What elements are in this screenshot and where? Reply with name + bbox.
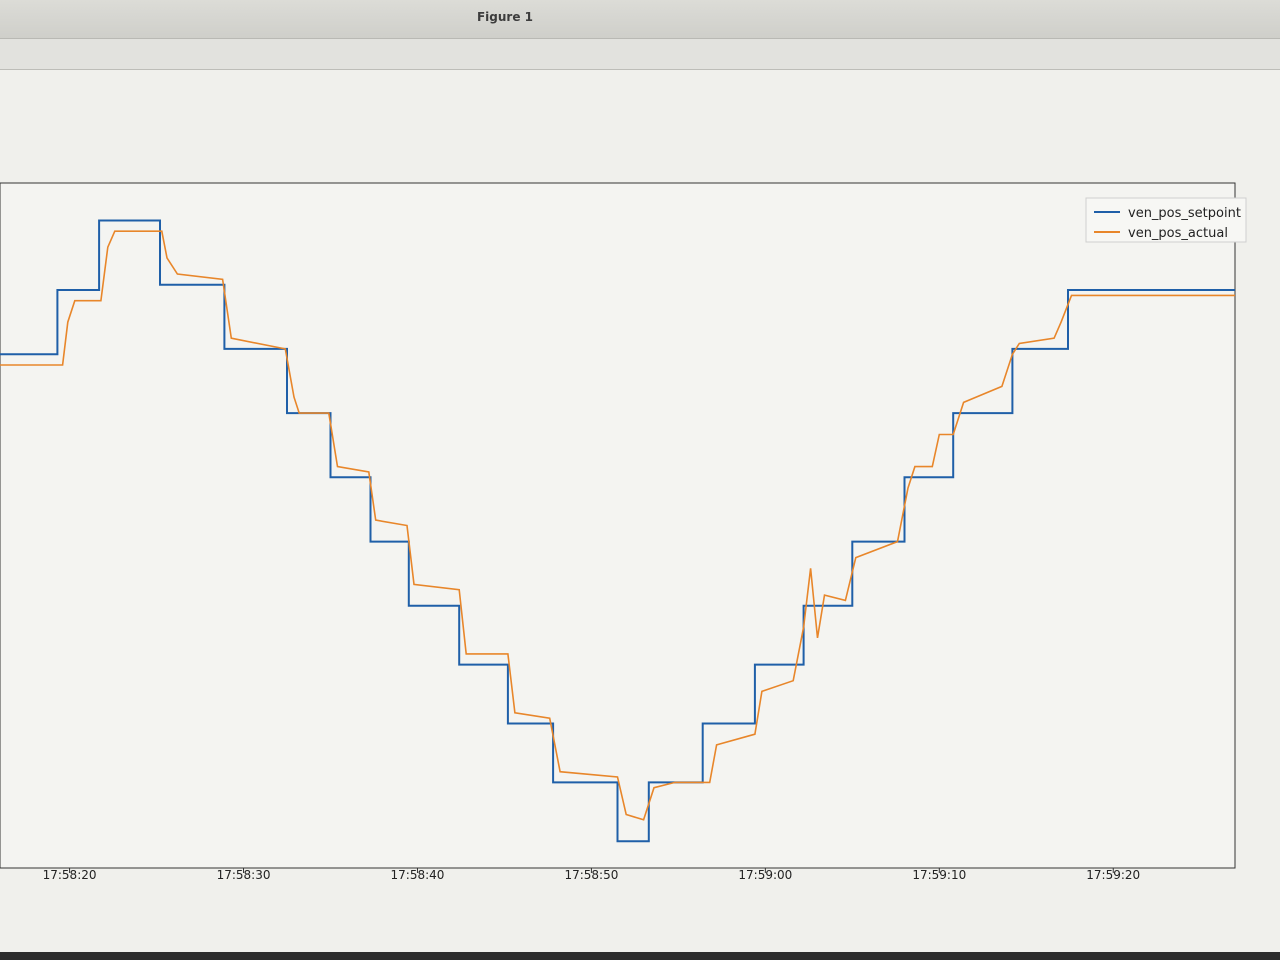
x-tick-label: 17:59:20	[1086, 868, 1140, 882]
x-tick-label: 17:58:30	[217, 868, 271, 882]
figure-toolbar	[0, 39, 1280, 70]
x-tick-label: 17:59:00	[738, 868, 792, 882]
x-tick-label: 17:58:20	[43, 868, 97, 882]
figure-canvas: 17:58:20 17:58:30 17:58:40 17:58:50 17:59:00…	[0, 70, 1280, 952]
legend-label-setpoint: ven_pos_setpoint	[1128, 206, 1241, 221]
x-tick-label: 17:58:40	[391, 868, 445, 882]
series-line-ven_pos_actual	[0, 230, 1235, 821]
screen-bezel	[0, 952, 1280, 960]
window-titlebar[interactable]: Figure 1	[0, 0, 1280, 39]
legend-box	[1085, 197, 1247, 243]
window-title: Figure 1	[476, 10, 534, 24]
plot-area	[0, 182, 1236, 869]
legend: ven_pos_setpoint ven_pos_actual	[1085, 197, 1247, 243]
x-tick-label: 17:59:10	[912, 868, 966, 882]
line-chart: 17:58:20 17:58:30 17:58:40 17:58:50 17:59:00…	[0, 182, 1247, 882]
legend-label-actual: ven_pos_actual	[1128, 226, 1228, 241]
x-tick-label: 17:58:50	[564, 868, 618, 882]
